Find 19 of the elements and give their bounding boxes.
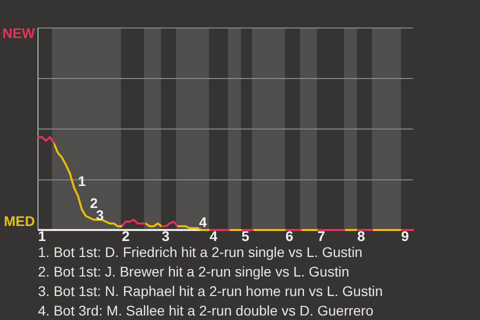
text: MED: [4, 213, 35, 229]
x-tick-label: 5: [242, 228, 250, 244]
x-tick-label: 6: [285, 228, 294, 244]
x-tick-label: 4: [210, 228, 218, 244]
x-tick-label: 8: [357, 228, 366, 244]
x-tick-label: 3: [162, 228, 170, 244]
annotation: 1: [78, 173, 86, 189]
text: 1. Bot 1st: D. Friedrich hit a 2-run single vs L. Gustin: [38, 244, 362, 260]
annotation: 4: [199, 214, 207, 230]
annotation: 3: [96, 207, 104, 223]
text: 4. Bot 3rd: M. Sallee hit a 2-run double vs D. Guerrero: [38, 302, 374, 318]
x-tick-label: 9: [401, 228, 410, 244]
text: NEW: [2, 25, 36, 41]
annotation: 2: [90, 195, 98, 211]
x-tick-label: 2: [122, 228, 130, 244]
x-tick-label: 7: [317, 228, 326, 244]
text: 3. Bot 1st: N. Raphael hit a 2-run home run vs L. Gustin: [38, 283, 383, 299]
x-tick-label: 1: [38, 228, 46, 244]
text: 2. Bot 1st: J. Brewer hit a 2-run single vs L. Gustin: [38, 264, 350, 280]
